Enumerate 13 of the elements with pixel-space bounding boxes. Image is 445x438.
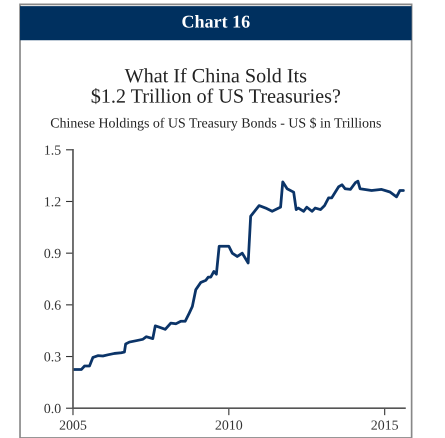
y-tick-label: 1.5 (45, 145, 61, 155)
y-tick-label: 0.9 (44, 248, 61, 258)
line-series (72, 180, 405, 371)
x-tick-label: 2010 (216, 420, 242, 430)
x-tick-label: 2015 (371, 420, 398, 430)
caption: Chart 16 (182, 15, 250, 28)
y-tick-label: 1.2 (45, 197, 60, 206)
x-tick-label: 2005 (60, 420, 86, 430)
chart-title: What If China Sold Its $1.2 Trillion of US Treasuries? (92, 68, 340, 104)
y-tick-label: 0.0 (44, 404, 61, 414)
chart-subtitle: Chinese Holdings of US Treasury Bonds - US $ in Trillions (50, 117, 381, 130)
y-tick-label: 0.6 (44, 300, 61, 310)
y-tick-label: 0.3 (44, 352, 61, 362)
